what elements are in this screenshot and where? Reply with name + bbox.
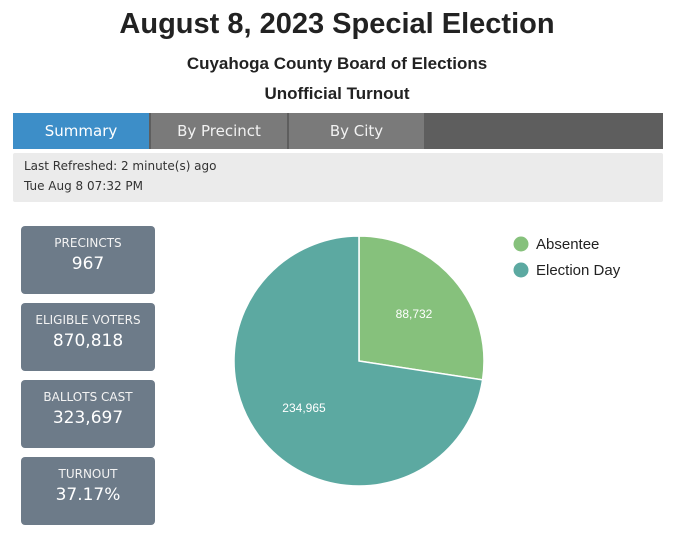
stat-value: 967 [71,254,105,274]
legend-label: Election Day [536,262,621,279]
pie-slice-election-day[interactable] [233,235,484,487]
tab-bar: Summary By Precinct By City [13,113,663,149]
legend-item-election-day[interactable]: Election Day [513,262,621,279]
legend-swatch [513,236,529,252]
legend-label: Absentee [536,236,599,253]
tab-by-city[interactable]: By City [289,113,424,149]
organization-subtitle: Cuyahoga County Board of Elections [186,54,488,73]
stat-value: 37.17% [55,485,121,505]
last-refreshed-text: Last Refreshed: 2 minute(s) ago [24,159,217,173]
stat-label: ELIGIBLE VOTERS [35,313,141,327]
stat-card-ballots-cast: BALLOTS CAST 323,697 [21,380,155,448]
stat-label: TURNOUT [58,467,118,481]
pie-label-election-day: 234,965 [282,401,326,415]
page-title: August 8, 2023 Special Election [119,8,555,40]
pie-label-absentee: 88,732 [396,307,433,321]
pie-slice-absentee[interactable] [358,235,485,381]
refresh-timestamp: Tue Aug 8 07:32 PM [24,179,143,193]
report-caption: Unofficial Turnout [264,84,410,103]
refresh-info-panel: Last Refreshed: 2 minute(s) ago Tue Aug … [13,153,663,202]
stat-label: BALLOTS CAST [43,390,133,404]
stat-value: 870,818 [52,331,124,351]
stat-card-precincts: PRECINCTS 967 [21,226,155,294]
stat-label: PRECINCTS [54,236,122,250]
tab-summary[interactable]: Summary [13,113,149,149]
stat-card-eligible-voters: ELIGIBLE VOTERS 870,818 [21,303,155,371]
legend-swatch [513,262,529,278]
turnout-pie-chart: 88,732 234,965 Absentee Election Day [233,235,621,487]
stat-card-turnout: TURNOUT 37.17% [21,457,155,525]
tab-by-precinct[interactable]: By Precinct [151,113,287,149]
legend-item-absentee[interactable]: Absentee [513,236,600,253]
stat-value: 323,697 [52,408,124,428]
